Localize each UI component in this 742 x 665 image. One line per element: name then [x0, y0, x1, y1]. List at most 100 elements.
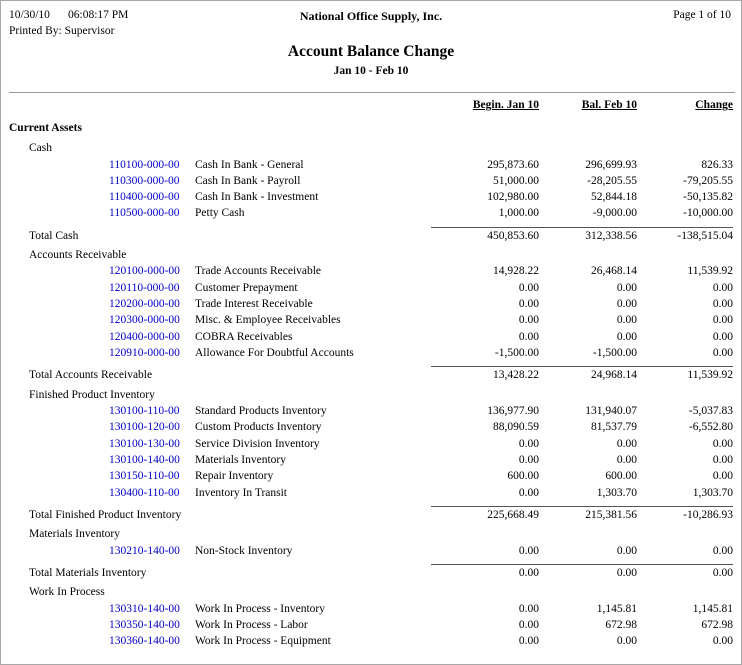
group-name: Work In Process	[29, 586, 105, 599]
total-amount-begin: 0.00	[518, 566, 539, 579]
account-number-link[interactable]: 120300-000-00	[109, 314, 180, 327]
account-number-link[interactable]: 120200-000-00	[109, 298, 180, 311]
company-name: National Office Supply, Inc.	[299, 9, 443, 23]
account-number-link[interactable]: 130360-140-00	[109, 635, 180, 648]
group-name: Materials Inventory	[29, 528, 121, 541]
account-description: Cash In Bank - General	[195, 158, 304, 171]
total-amount-begin: 225,668.49	[487, 508, 539, 521]
header-divider	[9, 92, 735, 93]
amount-begin: 0.00	[518, 314, 539, 327]
account-number-link[interactable]: 120110-000-00	[109, 281, 180, 294]
column-header-end: Bal. Feb 10	[581, 99, 637, 111]
amount-begin: 0.00	[518, 298, 539, 311]
account-number-link[interactable]: 110300-000-00	[109, 174, 180, 187]
account-row: 110400-000-00 Cash In Bank - Investment 10…	[9, 191, 741, 207]
amount-change: 1,145.81	[692, 602, 733, 615]
amount-change: 0.00	[712, 635, 733, 648]
account-description: Non-Stock Inventory	[195, 544, 293, 557]
account-number-link[interactable]: 130400-110-00	[109, 486, 180, 499]
amount-end: 1,145.81	[596, 602, 637, 615]
account-number-link[interactable]: 110400-000-00	[109, 191, 180, 204]
amount-end: 0.00	[616, 330, 637, 343]
group-total-label: Total Materials Inventory	[29, 566, 147, 579]
account-row: 120100-000-00 Trade Accounts Receivable 14…	[9, 265, 741, 281]
account-description: Petty Cash	[195, 207, 245, 220]
account-description: Work In Process - Equipment	[195, 635, 331, 648]
group-total-row: Total Materials Inventory 0.00 0.00 0.00	[9, 563, 741, 583]
group-name: Cash	[29, 142, 52, 154]
amount-begin: 295,873.60	[487, 158, 539, 171]
amount-begin: 0.00	[518, 544, 539, 557]
account-row: 130100-140-00 Materials Inventory 0.00 0.00…	[9, 454, 741, 470]
print-date: 10/30/10	[9, 9, 50, 21]
amount-begin: 0.00	[518, 330, 539, 343]
group-name: Finished Product Inventory	[29, 388, 155, 401]
amount-change: 0.00	[712, 437, 733, 450]
amount-change: 672.98	[701, 619, 733, 632]
total-amount-begin: 13,428.22	[493, 369, 539, 382]
account-row: 120200-000-00 Trade Interest Receivable 0.…	[9, 298, 741, 314]
amount-begin: 0.00	[518, 619, 539, 632]
amount-end: 1,303.70	[596, 486, 637, 499]
account-number-link[interactable]: 120100-000-00	[109, 265, 180, 278]
amount-change: 0.00	[712, 330, 733, 343]
amount-begin: 1,000.00	[498, 207, 539, 220]
account-groups-container: Cash 110100-000-00 Cash In Bank - General 2…	[9, 142, 741, 652]
total-amount-begin: 450,853.60	[487, 229, 539, 242]
print-time: 06:08:17 PM	[68, 9, 129, 21]
total-amount-end: 24,968.14	[591, 369, 637, 382]
group-total-label: Total Accounts Receivable	[29, 369, 153, 382]
account-number-link[interactable]: 130150-110-00	[109, 470, 180, 483]
total-amount-change: -10,286.93	[683, 508, 733, 521]
account-row: 130100-110-00 Standard Products Inventory…	[9, 405, 741, 421]
amount-end: 0.00	[616, 635, 637, 648]
account-number-link[interactable]: 130350-140-00	[109, 619, 180, 632]
account-row: 120400-000-00 COBRA Receivables 0.00 0.00 0.…	[9, 331, 741, 347]
printed-by: Printed By: Supervisor	[9, 25, 115, 37]
amount-change: 0.00	[712, 470, 733, 483]
amount-change: -10,000.00	[683, 207, 733, 220]
account-group: Cash 110100-000-00 Cash In Bank - General 2…	[9, 142, 741, 246]
account-number-link[interactable]: 130100-120-00	[109, 421, 180, 434]
account-row: 130310-140-00 Work In Process - Inventory…	[9, 603, 741, 619]
amount-end: -1,500.00	[592, 346, 637, 359]
amount-change: 0.00	[712, 281, 733, 294]
amount-begin: 600.00	[507, 470, 539, 483]
account-number-link[interactable]: 130210-140-00	[109, 544, 180, 557]
account-number-link[interactable]: 130100-140-00	[109, 453, 180, 466]
account-row: 110500-000-00 Petty Cash 1,000.00 -9,000.00…	[9, 207, 741, 223]
account-group: Work In Process 130310-140-00 Work In Proc…	[9, 586, 741, 651]
account-row: 110300-000-00 Cash In Bank - Payroll 51,00…	[9, 175, 741, 191]
total-amount-end: 215,381.56	[585, 508, 637, 521]
account-description: Custom Products Inventory	[195, 421, 322, 434]
amount-change: -79,205.55	[683, 174, 733, 187]
account-description: Inventory In Transit	[195, 486, 287, 499]
account-description: Cash In Bank - Payroll	[195, 174, 301, 187]
account-row: 110100-000-00 Cash In Bank - General 295,8…	[9, 159, 741, 175]
amount-begin: 0.00	[518, 281, 539, 294]
account-number-link[interactable]: 110100-000-00	[109, 158, 180, 171]
amount-begin: 0.00	[518, 437, 539, 450]
amount-begin: 88,090.59	[493, 421, 539, 434]
account-number-link[interactable]: 130310-140-00	[109, 602, 180, 615]
account-group: Finished Product Inventory 130100-110-00 S…	[9, 389, 741, 526]
amount-change: 0.00	[712, 544, 733, 557]
group-total-row: Total Accounts Receivable 13,428.22 24,968…	[9, 366, 741, 385]
amount-begin: 0.00	[518, 602, 539, 615]
account-row: 130350-140-00 Work In Process - Labor 0.00…	[9, 619, 741, 635]
account-number-link[interactable]: 130100-110-00	[109, 405, 180, 418]
account-number-link[interactable]: 120400-000-00	[109, 330, 180, 343]
account-description: Customer Prepayment	[195, 281, 298, 294]
amount-change: 826.33	[701, 158, 733, 171]
amount-end: 0.00	[616, 453, 637, 466]
amount-end: -28,205.55	[587, 174, 637, 187]
amount-end: 26,468.14	[591, 265, 637, 278]
account-row: 130210-140-00 Non-Stock Inventory 0.00 0.00…	[9, 545, 741, 561]
account-number-link[interactable]: 110500-000-00	[109, 207, 180, 220]
amount-begin: 0.00	[518, 486, 539, 499]
account-number-link[interactable]: 120910-000-00	[109, 346, 180, 359]
amount-change: 1,303.70	[692, 486, 733, 499]
amount-end: 600.00	[605, 470, 637, 483]
account-description: Misc. & Employee Receivables	[195, 314, 341, 327]
account-number-link[interactable]: 130100-130-00	[109, 437, 180, 450]
